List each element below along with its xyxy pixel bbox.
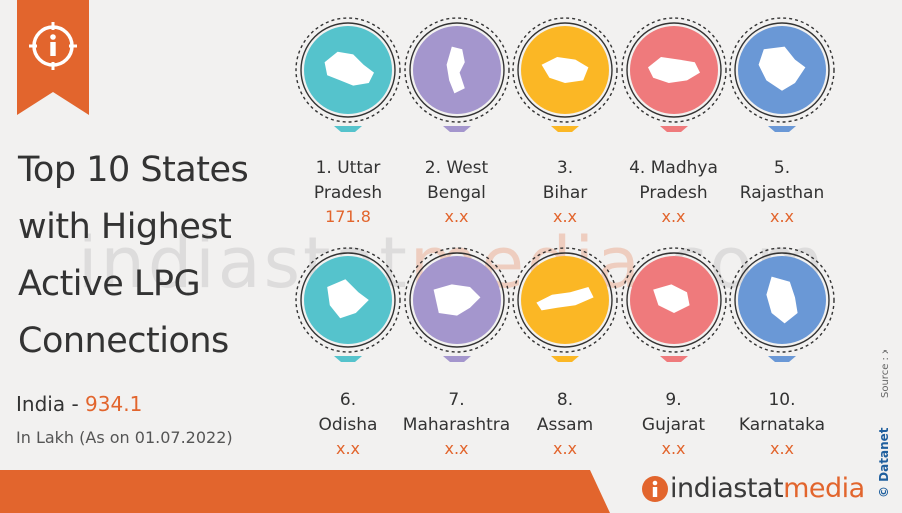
state-pin [295, 17, 401, 132]
gujarat-map-icon [652, 284, 690, 313]
state-pin [403, 247, 510, 362]
state-name-line2: Assam [536, 415, 594, 435]
madhya-pradesh-map-icon [647, 57, 700, 83]
state-label: 5. Rajasthan x.x [722, 156, 842, 228]
title-line: Active LPG [18, 264, 201, 304]
state-name-line2: Bihar [542, 183, 588, 203]
page-title: Top 10 States with Highest Active LPG Co… [18, 142, 249, 370]
brand-text: indiastat [670, 473, 784, 504]
state-label: 4. Madhya Pradesh x.x [614, 156, 734, 228]
state-name-line1: 7. [448, 390, 465, 410]
state-label: 2. West Bengal x.x [397, 156, 517, 228]
state-pin [512, 247, 618, 362]
uttar-pradesh-map-icon [324, 51, 374, 86]
rajasthan-map-icon [758, 46, 806, 91]
brand-info-icon [642, 475, 668, 502]
info-badge [17, 0, 89, 115]
pointer-triangle [551, 356, 579, 362]
state-name-line2: Gujarat [641, 415, 706, 435]
state-name-line1: 1. Uttar [315, 158, 381, 178]
state-value: x.x [769, 207, 795, 226]
state-name-line1: 10. [768, 390, 796, 410]
india-value: 934.1 [85, 392, 143, 416]
title-line: Connections [18, 321, 229, 361]
state-name-line2: Pradesh [313, 183, 383, 203]
side-credits: © Datanet Source : xxx [877, 350, 891, 498]
pointer-triangle [334, 356, 362, 362]
maharashtra-map-icon [433, 284, 480, 316]
dashed-ring [729, 247, 835, 353]
pointer-triangle [659, 356, 688, 362]
india-sep: - [71, 392, 79, 416]
pointer-triangle [659, 126, 688, 132]
state-value: x.x [335, 439, 361, 458]
india-total: India - 934.1 [16, 392, 142, 416]
state-name-line2: Karnataka [738, 415, 826, 435]
pointer-triangle [334, 126, 362, 132]
state-label: 9. Gujarat x.x [614, 388, 734, 460]
state-pin [512, 17, 618, 132]
state-name-line1: 3. [556, 158, 574, 178]
state-label: 1. Uttar Pradesh 171.8 [288, 156, 408, 228]
title-line: with Highest [18, 207, 232, 247]
india-label: India [16, 392, 66, 416]
credit-text: © Datanet [877, 427, 891, 498]
dashed-ring [295, 247, 401, 353]
state-label: 7. Maharashtra x.x [397, 388, 517, 460]
dashed-ring [295, 17, 401, 123]
state-name-line1: 6. [339, 390, 357, 410]
state-value: x.x [552, 439, 578, 458]
odisha-map-icon [327, 279, 369, 319]
state-name-line2: Pradesh [639, 183, 708, 203]
source-text: Source : xxx [880, 350, 891, 398]
state-pin [620, 247, 727, 362]
dashed-ring [512, 17, 618, 123]
state-value: x.x [769, 439, 795, 458]
state-name-line1: 2. West [424, 158, 489, 178]
pointer-triangle [551, 126, 579, 132]
state-value: x.x [552, 207, 578, 226]
pointer-triangle [442, 126, 471, 132]
state-label: 8. Assam x.x [505, 388, 625, 460]
state-pin [729, 247, 835, 362]
state-name-line2: Maharashtra [402, 415, 511, 435]
state-name-line1: 5. [773, 158, 791, 178]
dashed-ring [403, 17, 510, 123]
state-pin [403, 17, 510, 132]
dashed-ring [620, 247, 727, 353]
pointer-triangle [442, 356, 471, 362]
state-value: x.x [661, 439, 686, 458]
state-name-line2: Bengal [427, 183, 486, 203]
bihar-map-icon [541, 57, 589, 83]
west-bengal-map-icon [446, 46, 465, 94]
state-name-line2: Rajasthan [739, 183, 825, 203]
karnataka-map-icon [766, 276, 798, 324]
state-value: 171.8 [325, 207, 371, 226]
dashed-ring [620, 17, 727, 123]
state-name-line1: 8. [556, 390, 574, 410]
assam-map-icon [536, 287, 594, 311]
state-value: x.x [444, 439, 469, 458]
pointer-triangle [768, 126, 796, 132]
bottom-bar [0, 470, 610, 513]
state-pin [295, 247, 401, 362]
state-name-line1: 9. [665, 390, 682, 410]
dashed-ring [403, 247, 510, 353]
state-pin [729, 17, 835, 132]
state-label: 3. Bihar x.x [505, 156, 625, 228]
state-value: x.x [661, 207, 686, 226]
brand-text-accent: media [783, 473, 865, 504]
state-pin [620, 17, 727, 132]
dashed-ring [729, 17, 835, 123]
state-name-line1: 4. Madhya [629, 158, 718, 178]
state-label: 6. Odisha x.x [288, 388, 408, 460]
state-value: x.x [444, 207, 469, 226]
state-label: 10. Karnataka x.x [722, 388, 842, 460]
dashed-ring [512, 247, 618, 353]
unit-note: In Lakh (As on 01.07.2022) [16, 428, 233, 447]
pointer-triangle [768, 356, 796, 362]
title-line: Top 10 States [18, 150, 249, 190]
brand-logo: indiastat media [640, 473, 865, 504]
state-name-line2: Odisha [318, 415, 378, 435]
